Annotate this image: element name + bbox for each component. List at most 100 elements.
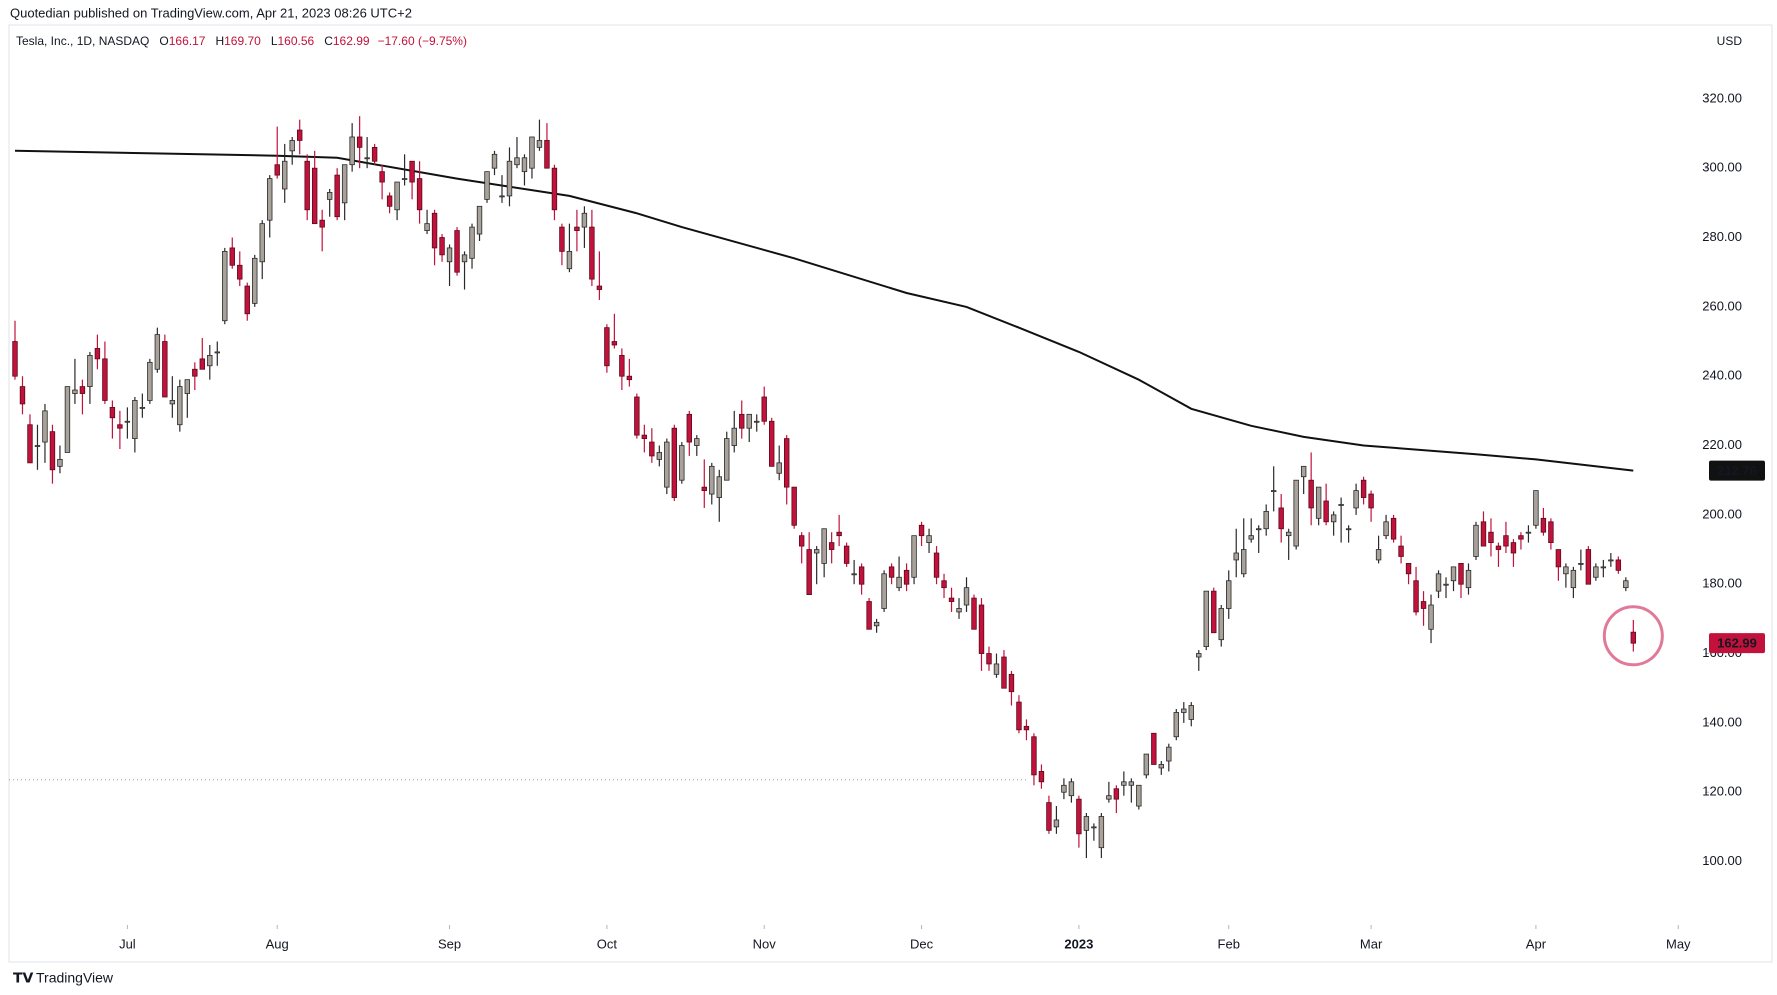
candle-body	[192, 368, 198, 377]
candle-body	[1458, 563, 1464, 585]
candle-body	[506, 160, 513, 197]
last-price-label: 162.99	[1717, 636, 1757, 651]
candle-body	[267, 178, 273, 221]
candle-body	[1548, 521, 1554, 544]
candle-body	[394, 181, 400, 211]
candle-body	[1061, 784, 1067, 793]
candle-body	[1158, 764, 1165, 769]
candle-body	[776, 462, 782, 474]
candle-body	[64, 386, 71, 453]
candle-body	[49, 431, 56, 471]
candle-body	[409, 160, 415, 183]
candle-body	[19, 386, 26, 405]
candle-body	[72, 389, 78, 394]
x-tick-label: Dec	[910, 936, 934, 951]
candle-body	[1098, 816, 1105, 849]
quote-key: H	[215, 34, 224, 48]
candle-body	[1113, 788, 1120, 800]
candle-body	[1181, 708, 1187, 713]
candle-body	[87, 354, 93, 387]
moving-average	[14, 149, 1634, 472]
candle-body	[379, 171, 385, 183]
quote-value: 169.70	[224, 34, 261, 48]
candle-body	[1345, 528, 1352, 531]
candle-body	[971, 597, 977, 630]
candle-body	[214, 351, 220, 354]
candle-body	[1608, 559, 1614, 562]
candle-body	[529, 136, 535, 169]
symbol: Tesla, Inc., 1D, NASDAQ	[16, 34, 149, 48]
candle-body	[1435, 573, 1442, 592]
candle-body	[536, 140, 543, 148]
candle-body	[12, 341, 18, 377]
brand: 𝗧𝗩	[13, 970, 34, 986]
candle-body	[709, 465, 715, 495]
candle-body	[716, 476, 722, 498]
candle-body	[1143, 753, 1150, 776]
candle-body	[626, 375, 633, 381]
candle-body	[986, 653, 992, 665]
candle-body	[439, 237, 445, 256]
candle-body	[1518, 535, 1524, 540]
candle-body	[1533, 490, 1539, 526]
candle-body	[836, 531, 842, 537]
candle-body	[1593, 566, 1599, 578]
candle-body	[1315, 486, 1322, 519]
candle-body	[1256, 528, 1262, 531]
candle-body	[169, 400, 176, 405]
candle-body	[1136, 784, 1142, 807]
candle-body	[1023, 725, 1030, 731]
y-tick-label: 120.00	[1702, 784, 1742, 799]
candle-body	[926, 535, 932, 544]
x-tick-label: Nov	[753, 936, 777, 951]
candle-body	[431, 212, 438, 249]
candle-body	[184, 379, 191, 394]
candle-body	[386, 195, 393, 207]
candle-body	[1525, 531, 1532, 534]
x-tick-label: Aug	[266, 936, 289, 951]
candle-body	[791, 486, 797, 526]
candle-body	[237, 264, 243, 280]
candle-body	[1375, 549, 1382, 561]
candle-body	[1443, 583, 1449, 586]
x-tick-label: Mar	[1360, 936, 1383, 951]
highlight-circle	[1602, 605, 1664, 667]
candle-body	[956, 608, 962, 613]
y-tick-label: 280.00	[1702, 229, 1742, 244]
candle-body	[124, 420, 131, 423]
candle-body	[1241, 549, 1247, 575]
candle-body	[514, 157, 520, 166]
candle-body	[1001, 656, 1007, 689]
candle-body	[177, 386, 183, 426]
candle-body	[843, 545, 850, 564]
candle-body	[656, 452, 663, 460]
candle-body	[1578, 563, 1584, 565]
candle-body	[1353, 490, 1359, 509]
candle-body	[1038, 771, 1045, 783]
quote-value: 160.56	[278, 34, 315, 48]
candle-body	[259, 223, 265, 263]
candle-body	[896, 576, 902, 589]
candle-body	[1413, 580, 1419, 613]
candle-body	[1188, 705, 1194, 720]
candle-body	[911, 535, 917, 578]
candle-body	[746, 413, 752, 429]
candle-body	[1368, 493, 1374, 509]
candle-body	[978, 604, 985, 654]
y-tick-label: 200.00	[1702, 506, 1742, 521]
candle-body	[1106, 795, 1112, 800]
candle-body	[821, 528, 827, 564]
candle-body	[1383, 521, 1389, 537]
candle-body	[1053, 819, 1060, 828]
candle-body	[903, 569, 910, 585]
candle-body	[933, 552, 940, 578]
candle-body	[1390, 517, 1397, 540]
candle-body	[1263, 511, 1269, 530]
y-tick-label: 300.00	[1702, 160, 1742, 175]
candle-body	[311, 167, 318, 225]
candle-body	[559, 226, 565, 252]
candle-body	[252, 257, 258, 304]
candle-body	[304, 160, 310, 211]
candle-body	[334, 174, 340, 218]
